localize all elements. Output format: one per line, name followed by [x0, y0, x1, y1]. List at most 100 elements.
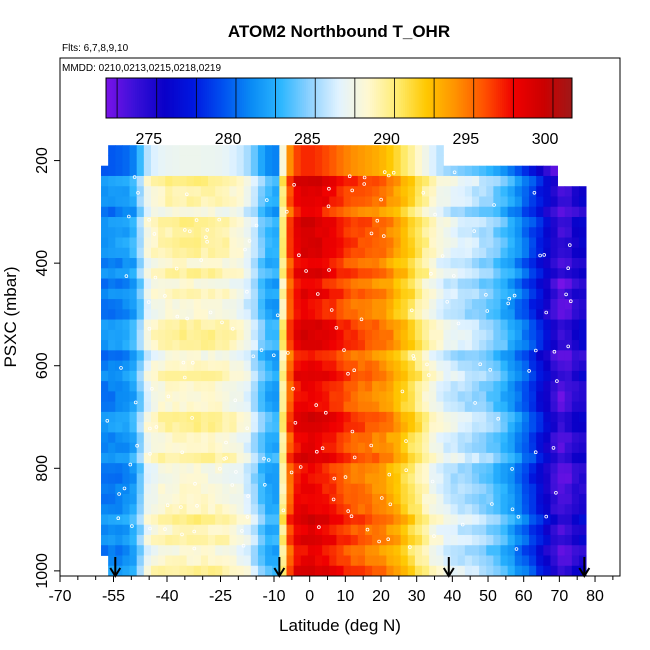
- heatmap-cell: [450, 381, 459, 392]
- heatmap-cell: [464, 452, 473, 464]
- heatmap-cell: [193, 483, 202, 495]
- heatmap-cell: [521, 422, 530, 433]
- heatmap-cell: [486, 216, 494, 228]
- heatmap-cell: [357, 463, 366, 474]
- heatmap-cell: [357, 329, 366, 341]
- heatmap-cell: [343, 175, 352, 187]
- colorbar-swatch: [181, 78, 185, 118]
- heatmap-cell: [364, 247, 373, 259]
- heatmap-cell: [279, 196, 287, 208]
- heatmap-cell: [101, 514, 109, 526]
- heatmap-cell: [165, 514, 173, 526]
- heatmap-cell: [272, 206, 280, 218]
- heatmap-cell: [257, 299, 266, 310]
- heatmap-cell: [101, 545, 109, 556]
- heatmap-cell: [336, 411, 344, 423]
- heatmap-cell: [286, 155, 295, 167]
- heatmap-cell: [307, 483, 316, 495]
- heatmap-cell: [343, 360, 352, 372]
- heatmap-cell: [536, 175, 544, 187]
- heatmap-cell: [243, 370, 252, 382]
- heatmap-cell: [250, 483, 259, 495]
- heatmap-cell: [315, 299, 323, 310]
- heatmap-cell: [336, 555, 344, 567]
- heatmap-cell: [578, 534, 587, 546]
- colorbar-swatch: [290, 78, 293, 118]
- heatmap-cell: [136, 288, 145, 300]
- heatmap-cell: [101, 216, 109, 228]
- heatmap-cell: [222, 206, 230, 218]
- heatmap-cell: [286, 545, 295, 556]
- heatmap-cell: [493, 452, 501, 464]
- heatmap-cell: [464, 432, 473, 444]
- heatmap-cell: [543, 268, 551, 279]
- heatmap-cell: [307, 360, 316, 372]
- heatmap-cell: [514, 452, 523, 464]
- heatmap-cell: [372, 411, 380, 423]
- sample-point: [205, 239, 209, 244]
- heatmap-cell: [372, 350, 380, 361]
- y-tick-label: 600: [34, 352, 51, 379]
- heatmap-cell: [286, 268, 295, 279]
- heatmap-cell: [129, 360, 138, 372]
- heatmap-cell: [550, 452, 558, 464]
- sample-point: [314, 449, 319, 454]
- heatmap-cell: [122, 370, 130, 382]
- heatmap-cell: [172, 206, 180, 218]
- colorbar-swatch: [434, 78, 437, 118]
- colorbar-swatch: [426, 78, 429, 118]
- heatmap-cell: [414, 155, 423, 167]
- heatmap-cell: [379, 565, 387, 577]
- heatmap-cell: [571, 309, 580, 320]
- heatmap-cell: [529, 442, 537, 454]
- heatmap-cell: [265, 237, 273, 249]
- heatmap-cell: [229, 175, 237, 187]
- heatmap-cell: [500, 483, 509, 495]
- heatmap-cell: [193, 360, 202, 372]
- heatmap-cell: [372, 534, 380, 546]
- heatmap-cell: [457, 381, 466, 392]
- heatmap-cell: [386, 247, 394, 259]
- heatmap-cell: [115, 155, 123, 167]
- heatmap-cell: [400, 155, 409, 167]
- heatmap-cell: [500, 227, 509, 238]
- heatmap-cell: [379, 247, 387, 259]
- heatmap-cell: [250, 268, 259, 279]
- heatmap-cell: [414, 175, 423, 187]
- heatmap-cell: [322, 555, 330, 567]
- heatmap-cell: [250, 258, 259, 269]
- sample-point: [245, 426, 250, 431]
- heatmap-cell: [372, 545, 380, 556]
- heatmap-cell: [343, 340, 352, 351]
- heatmap-cell: [357, 401, 366, 413]
- heatmap-cell: [386, 175, 394, 187]
- heatmap-cell: [436, 216, 444, 228]
- heatmap-cell: [486, 165, 494, 177]
- y-tick-label: 1000: [34, 553, 51, 589]
- heatmap-cell: [507, 452, 516, 464]
- heatmap-cell: [108, 370, 116, 382]
- heatmap-cell: [158, 340, 166, 351]
- heatmap-cell: [350, 524, 359, 536]
- heatmap-cell: [564, 565, 573, 577]
- heatmap-cell: [407, 463, 416, 474]
- heatmap-cell: [400, 145, 409, 156]
- heatmap-cell: [557, 555, 566, 567]
- heatmap-cell: [350, 422, 359, 433]
- y-tick-label: 200: [34, 147, 51, 174]
- heatmap-cell: [578, 411, 587, 423]
- heatmap-cell: [257, 309, 266, 320]
- sample-point: [190, 416, 194, 420]
- heatmap-cell: [165, 473, 173, 485]
- heatmap-cell: [372, 206, 380, 218]
- heatmap-cell: [200, 565, 209, 577]
- heatmap-cell: [557, 524, 566, 536]
- heatmap-cell: [372, 145, 380, 156]
- heatmap-cell: [422, 473, 430, 485]
- colorbar-swatch: [344, 78, 348, 118]
- heatmap-cell: [529, 268, 537, 279]
- heatmap-cell: [300, 381, 309, 392]
- heatmap-cell: [108, 452, 116, 464]
- heatmap-cell: [272, 350, 280, 361]
